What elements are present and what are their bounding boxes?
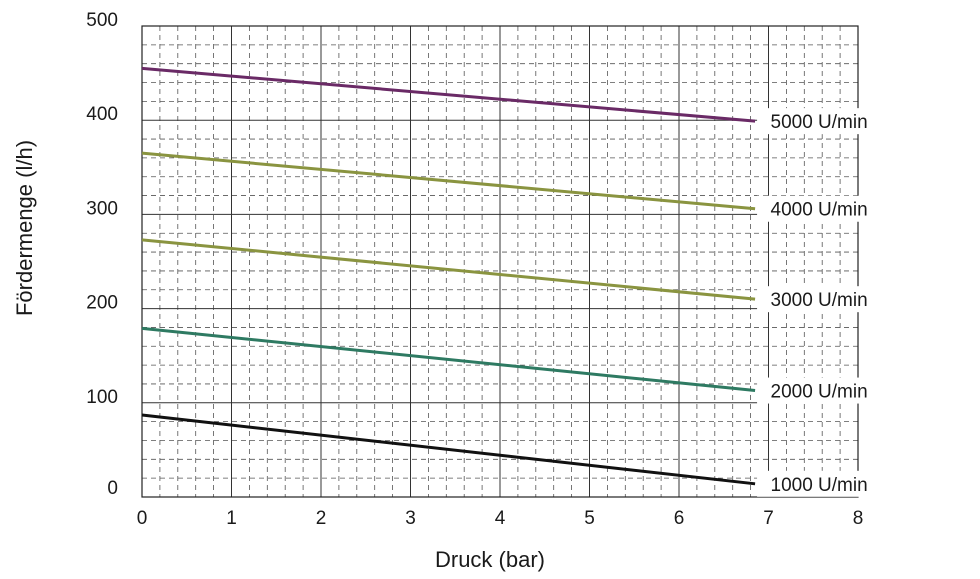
x-tick-label: 3: [405, 508, 416, 529]
series-label: 2000 U/min: [771, 382, 868, 403]
series-label-bg: [757, 286, 878, 313]
series-label-bg: [757, 195, 878, 222]
series-line: [141, 151, 756, 211]
x-tick-label: 8: [853, 508, 864, 529]
x-tick-label: 4: [495, 508, 506, 529]
series-labels: 1000 U/min 2000 U/min 3000 U/min 4000 U/min…: [757, 108, 878, 497]
series-label: 3000 U/min: [771, 290, 868, 311]
series-label-bg: [757, 377, 878, 404]
series-label-bg: [757, 108, 878, 135]
series-label: 4000 U/min: [771, 200, 868, 221]
y-axis-title: Fördermenge (l/h): [12, 140, 37, 316]
series-line: [141, 326, 756, 393]
x-tick-label: 6: [674, 508, 685, 529]
y-tick-label: 400: [86, 104, 118, 125]
x-axis-title: Druck (bar): [435, 547, 545, 572]
series-line: [141, 413, 756, 486]
y-tick-label: 300: [86, 198, 118, 219]
series-line: [141, 238, 756, 301]
plot-frame: [141, 25, 859, 498]
series-lines: [141, 66, 756, 486]
y-tick-label: 100: [86, 387, 118, 408]
y-tick-label: 200: [86, 293, 118, 314]
x-axis-ticks: 0 1 2 3 4 5 6 7 8: [137, 508, 864, 529]
series-label: 5000 U/min: [771, 112, 868, 133]
y-axis-ticks: 0 100 200 300 400 500: [86, 10, 118, 499]
y-tick-label: 500: [86, 10, 118, 31]
series-label: 1000 U/min: [771, 475, 868, 496]
x-tick-label: 2: [316, 508, 327, 529]
series-label-bg: [757, 470, 878, 497]
x-tick-label: 0: [137, 508, 148, 529]
x-tick-label: 1: [226, 508, 237, 529]
major-grid: [142, 26, 858, 497]
series-line: [141, 66, 756, 123]
y-tick-label: 0: [107, 478, 118, 499]
x-tick-label: 5: [584, 508, 595, 529]
x-tick-label: 7: [763, 508, 774, 529]
